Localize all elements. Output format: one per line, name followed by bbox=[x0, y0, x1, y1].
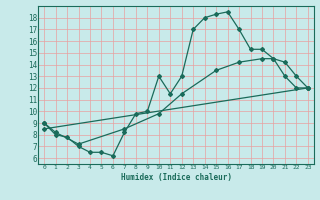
X-axis label: Humidex (Indice chaleur): Humidex (Indice chaleur) bbox=[121, 173, 231, 182]
